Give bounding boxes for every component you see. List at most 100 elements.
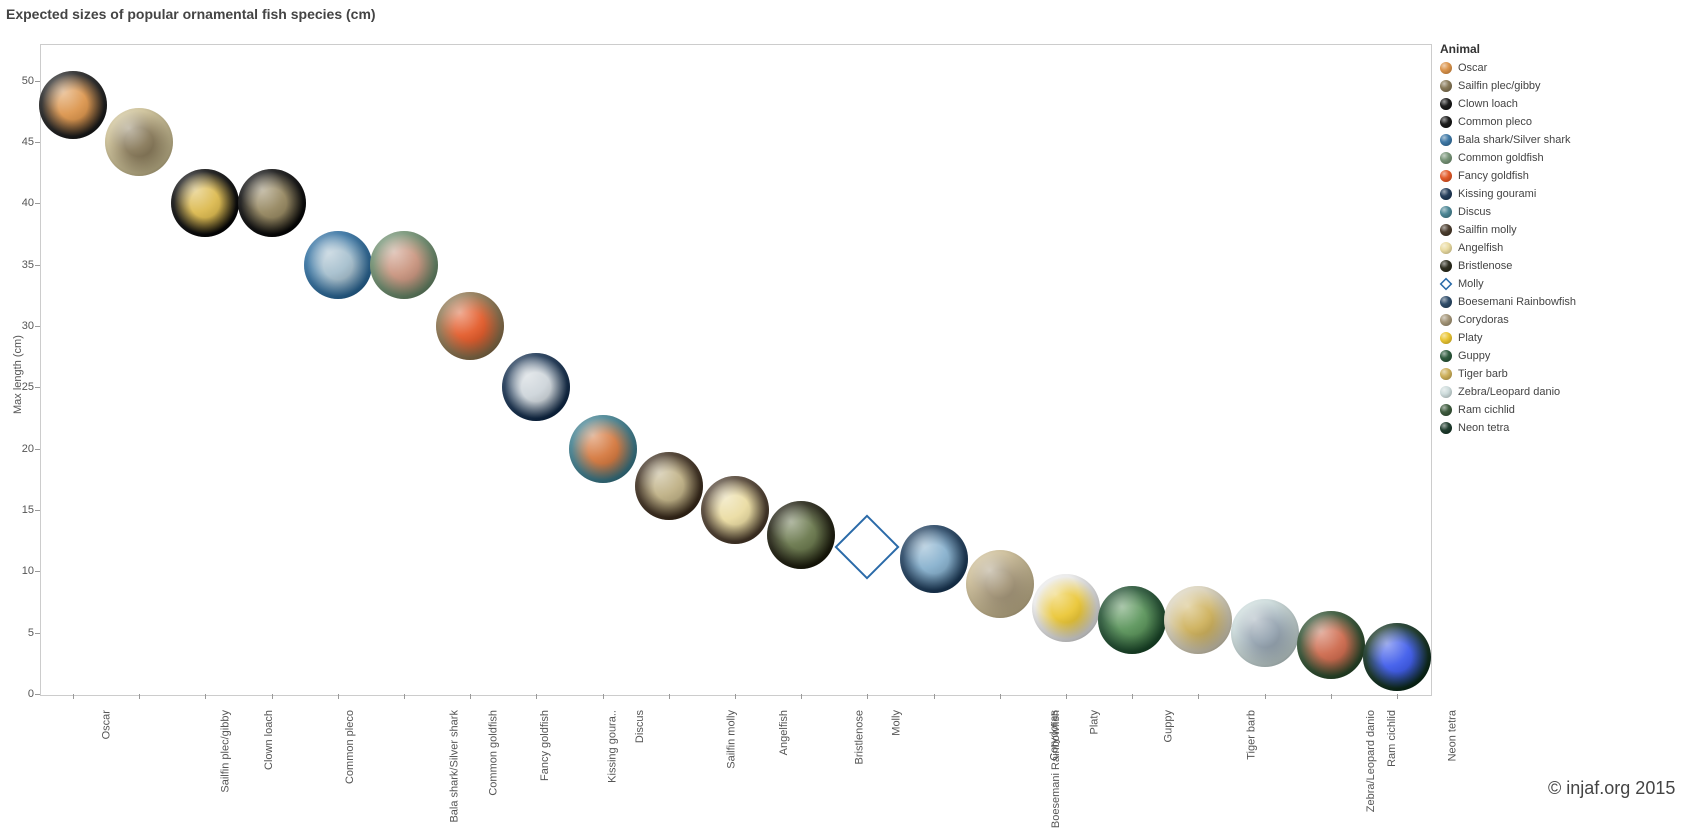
- legend-item[interactable]: Sailfin plec/gibby: [1440, 77, 1576, 95]
- data-marker[interactable]: [569, 415, 637, 483]
- data-marker[interactable]: [436, 292, 504, 360]
- x-tick-label: Kissing goura..: [607, 710, 619, 783]
- legend-item[interactable]: Common goldfish: [1440, 149, 1576, 167]
- y-tick-label: 0: [4, 688, 34, 700]
- data-marker[interactable]: [502, 353, 570, 421]
- x-tick-mark: [73, 694, 74, 699]
- data-marker[interactable]: [900, 525, 968, 593]
- legend-swatch: [1440, 296, 1452, 308]
- x-tick-label: Tiger barb: [1246, 710, 1258, 760]
- legend-label: Guppy: [1458, 347, 1490, 365]
- legend-item[interactable]: Oscar: [1440, 59, 1576, 77]
- data-marker[interactable]: [304, 231, 372, 299]
- x-tick-mark: [1331, 694, 1332, 699]
- legend-label: Sailfin molly: [1458, 221, 1517, 239]
- legend-swatch: [1440, 368, 1452, 380]
- data-marker[interactable]: [171, 169, 239, 237]
- x-tick-mark: [205, 694, 206, 699]
- x-tick-label: Sailfin molly: [725, 710, 737, 769]
- legend-item[interactable]: Kissing gourami: [1440, 185, 1576, 203]
- legend-item[interactable]: Platy: [1440, 329, 1576, 347]
- legend-item[interactable]: Common pleco: [1440, 113, 1576, 131]
- x-tick-mark: [934, 694, 935, 699]
- x-tick-label: Guppy: [1163, 710, 1175, 742]
- y-tick-label: 10: [4, 565, 34, 577]
- y-tick-mark: [35, 326, 40, 327]
- legend-swatch: [1440, 224, 1452, 236]
- data-marker[interactable]: [370, 231, 438, 299]
- data-marker[interactable]: [1231, 599, 1299, 667]
- legend-swatch: [1440, 386, 1452, 398]
- legend-label: Molly: [1458, 275, 1484, 293]
- y-tick-mark: [35, 633, 40, 634]
- x-tick-label: Common goldfish: [488, 710, 500, 796]
- legend-item[interactable]: Fancy goldfish: [1440, 167, 1576, 185]
- x-tick-mark: [801, 694, 802, 699]
- x-tick-label: Bala shark/Silver shark: [448, 710, 460, 823]
- x-tick-label: Oscar: [100, 710, 112, 739]
- chart-stage: Max length (cm) 05101520253035404550 Osc…: [0, 22, 1688, 828]
- legend-item[interactable]: Bala shark/Silver shark: [1440, 131, 1576, 149]
- y-tick-mark: [35, 142, 40, 143]
- legend-label: Kissing gourami: [1458, 185, 1536, 203]
- legend-label: Bala shark/Silver shark: [1458, 131, 1571, 149]
- x-tick-label: Ram cichlid: [1386, 710, 1398, 767]
- legend-item[interactable]: Clown loach: [1440, 95, 1576, 113]
- x-tick-mark: [404, 694, 405, 699]
- legend-swatch: [1440, 152, 1452, 164]
- legend-label: Platy: [1458, 329, 1482, 347]
- data-marker[interactable]: [966, 550, 1034, 618]
- y-tick-mark: [35, 571, 40, 572]
- chart-title: Expected sizes of popular ornamental fis…: [0, 0, 1688, 22]
- legend-item[interactable]: Sailfin molly: [1440, 221, 1576, 239]
- y-tick-mark: [35, 449, 40, 450]
- legend-label: Ram cichlid: [1458, 401, 1515, 419]
- legend-label: Tiger barb: [1458, 365, 1508, 383]
- legend-item[interactable]: Guppy: [1440, 347, 1576, 365]
- x-tick-label: Corydoras: [1048, 710, 1060, 761]
- x-tick-label: Molly: [891, 710, 903, 736]
- legend-label: Zebra/Leopard danio: [1458, 383, 1560, 401]
- data-marker[interactable]: [105, 108, 173, 176]
- data-marker[interactable]: [1297, 611, 1365, 679]
- legend-swatch: [1440, 422, 1452, 434]
- legend-item[interactable]: Bristlenose: [1440, 257, 1576, 275]
- legend-item[interactable]: Molly: [1440, 275, 1576, 293]
- legend: Animal OscarSailfin plec/gibbyClown loac…: [1440, 42, 1576, 437]
- legend-swatch: [1440, 278, 1453, 291]
- legend-item[interactable]: Discus: [1440, 203, 1576, 221]
- legend-item[interactable]: Tiger barb: [1440, 365, 1576, 383]
- legend-swatch: [1440, 98, 1452, 110]
- legend-item[interactable]: Zebra/Leopard danio: [1440, 383, 1576, 401]
- data-marker[interactable]: [1164, 586, 1232, 654]
- x-tick-mark: [470, 694, 471, 699]
- legend-swatch: [1440, 170, 1452, 182]
- x-tick-mark: [1265, 694, 1266, 699]
- legend-item[interactable]: Ram cichlid: [1440, 401, 1576, 419]
- x-tick-label: Bristlenose: [854, 710, 866, 764]
- data-marker[interactable]: [1032, 574, 1100, 642]
- data-marker[interactable]: [1363, 623, 1431, 691]
- data-marker[interactable]: [39, 71, 107, 139]
- legend-item[interactable]: Boesemani Rainbowfish: [1440, 293, 1576, 311]
- legend-item[interactable]: Neon tetra: [1440, 419, 1576, 437]
- y-tick-label: 45: [4, 136, 34, 148]
- y-tick-label: 40: [4, 197, 34, 209]
- data-marker[interactable]: [238, 169, 306, 237]
- y-tick-mark: [35, 203, 40, 204]
- y-tick-label: 35: [4, 259, 34, 271]
- x-tick-mark: [669, 694, 670, 699]
- x-tick-mark: [536, 694, 537, 699]
- legend-item[interactable]: Angelfish: [1440, 239, 1576, 257]
- data-marker[interactable]: [701, 476, 769, 544]
- x-tick-mark: [1397, 694, 1398, 699]
- legend-label: Neon tetra: [1458, 419, 1509, 437]
- x-tick-label: Platy: [1088, 710, 1100, 734]
- legend-item[interactable]: Corydoras: [1440, 311, 1576, 329]
- y-tick-label: 25: [4, 381, 34, 393]
- data-marker[interactable]: [635, 452, 703, 520]
- data-marker[interactable]: [767, 501, 835, 569]
- legend-label: Fancy goldfish: [1458, 167, 1529, 185]
- data-marker[interactable]: [1098, 586, 1166, 654]
- legend-label: Discus: [1458, 203, 1491, 221]
